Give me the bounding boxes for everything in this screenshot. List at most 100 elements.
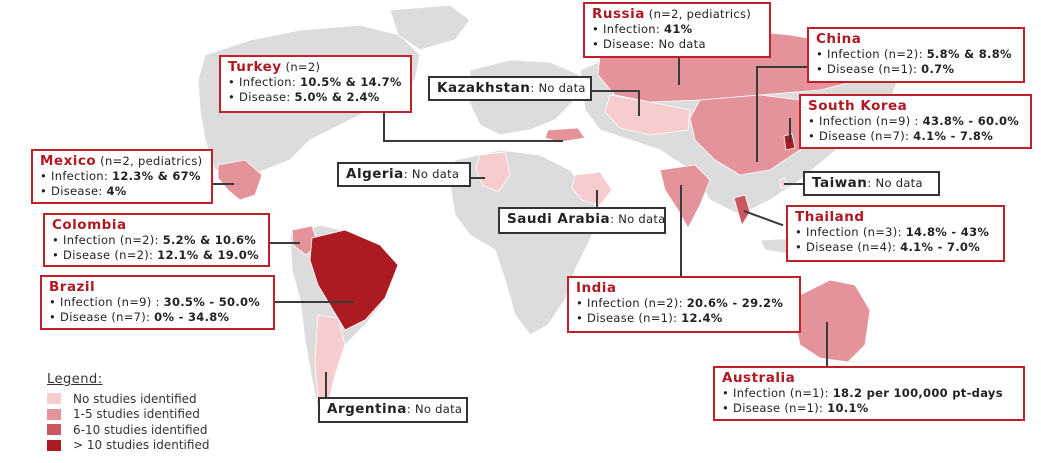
disease-label: • Disease (n=4): bbox=[795, 240, 901, 254]
india-region bbox=[659, 164, 711, 229]
disease-value: 0.7% bbox=[921, 62, 955, 76]
disease-label: • Disease (n=2): bbox=[52, 248, 158, 262]
infection-label: • Infection: bbox=[40, 169, 113, 183]
infection-value: 5.2% & 10.6% bbox=[162, 233, 257, 247]
no-data-label: : No data bbox=[406, 402, 463, 416]
country-name: China bbox=[816, 31, 862, 47]
connector-argentina bbox=[325, 372, 327, 398]
taiwan-callout: Taiwan: No data bbox=[803, 171, 940, 196]
disease-value: 5.0% & 2.4% bbox=[294, 90, 380, 104]
thailand-callout: Thailand • Infection (n=3): 14.8% - 43% … bbox=[786, 205, 1005, 262]
disease-value: 12.1% & 19.0% bbox=[157, 248, 259, 262]
connector-russia bbox=[678, 57, 680, 85]
legend-label: No studies identified bbox=[73, 391, 197, 406]
thailand-region bbox=[733, 194, 751, 226]
disease-value: 0% - 34.8% bbox=[154, 310, 230, 324]
disease-label: • Disease (n=1): bbox=[816, 62, 922, 76]
legend-title: Legend: bbox=[47, 372, 103, 387]
country-name: Argentina bbox=[327, 401, 407, 417]
country-name: South Korea bbox=[808, 98, 908, 114]
australia-callout: Australia • Infection (n=1): 18.2 per 10… bbox=[713, 366, 1025, 421]
country-name: Brazil bbox=[49, 279, 96, 295]
argentina-callout: Argentina: No data bbox=[318, 397, 468, 423]
disease-label: • Disease (n=7): bbox=[808, 129, 914, 143]
algeria-region bbox=[475, 151, 511, 193]
legend-label: 1-5 studies identified bbox=[73, 407, 200, 422]
study-meta: (n=2, pediatrics) bbox=[100, 154, 203, 168]
connector-brazil bbox=[274, 301, 354, 303]
infection-value: 41% bbox=[664, 22, 693, 36]
turkey-callout: Turkey (n=2) • Infection: 10.5% & 14.7% … bbox=[219, 55, 412, 113]
mexico-callout: Mexico (n=2, pediatrics) • Infection: 12… bbox=[31, 149, 213, 204]
africa-landmass bbox=[449, 149, 601, 336]
country-name: Colombia bbox=[52, 217, 127, 233]
brazil-region bbox=[309, 229, 399, 331]
connector-saudi bbox=[596, 190, 598, 208]
infection-label: • Infection: bbox=[228, 75, 301, 89]
india-callout: India • Infection (n=2): 20.6% - 29.2% •… bbox=[567, 276, 801, 333]
connector-india bbox=[680, 185, 682, 277]
legend-swatch bbox=[47, 439, 61, 451]
legend-swatch bbox=[47, 408, 61, 420]
legend-label: > 10 studies identified bbox=[73, 438, 210, 453]
china-callout: China • Infection (n=2): 5.8% & 8.8% • D… bbox=[807, 27, 1025, 83]
argentina-region bbox=[314, 314, 346, 406]
connector-algeria bbox=[470, 177, 485, 179]
country-name: Mexico bbox=[40, 153, 97, 169]
no-data-label: : No data bbox=[867, 176, 923, 190]
connector-kazakhstan bbox=[591, 90, 639, 92]
connector-turkey bbox=[383, 113, 385, 140]
saudi-arabia-callout: Saudi Arabia: No data bbox=[498, 207, 666, 234]
disease-label: • Disease (n=1): bbox=[722, 401, 828, 415]
disease-label: • Disease (n=1): bbox=[576, 311, 682, 325]
greenland-landmass bbox=[389, 4, 471, 51]
legend-item: 1-5 studies identified bbox=[47, 407, 209, 423]
no-data-label: : No data bbox=[610, 212, 666, 226]
infection-label: • Infection (n=3): bbox=[795, 225, 906, 239]
infection-value: 14.8% - 43% bbox=[905, 225, 990, 239]
disease-label: • Disease: No data bbox=[592, 37, 706, 51]
connector-kazakhstan-v bbox=[638, 90, 640, 116]
algeria-callout: Algeria: No data bbox=[337, 162, 471, 187]
infection-value: 18.2 per 100,000 pt-days bbox=[832, 386, 1003, 400]
disease-label: • Disease: bbox=[228, 90, 295, 104]
infection-value: 43.8% - 60.0% bbox=[922, 114, 1020, 128]
legend-label: 6-10 studies identified bbox=[73, 422, 208, 437]
infection-label: • Infection (n=9) : bbox=[49, 295, 164, 309]
infection-label: • Infection (n=2): bbox=[816, 47, 927, 61]
china-region bbox=[689, 94, 816, 176]
study-meta: (n=2, pediatrics) bbox=[648, 7, 752, 21]
connector-australia bbox=[826, 322, 828, 368]
country-name: Australia bbox=[722, 370, 796, 386]
colombia-callout: Colombia • Infection (n=2): 5.2% & 10.6%… bbox=[43, 213, 270, 267]
legend-item: > 10 studies identified bbox=[47, 438, 209, 454]
infection-value: 20.6% - 29.2% bbox=[686, 296, 784, 310]
connector-south-korea bbox=[789, 118, 791, 142]
country-name: Algeria bbox=[346, 166, 404, 182]
connector-taiwan bbox=[784, 183, 804, 185]
country-name: Taiwan bbox=[812, 175, 868, 191]
turkey-region bbox=[544, 127, 586, 143]
brazil-callout: Brazil • Infection (n=9) : 30.5% - 50.0%… bbox=[40, 275, 275, 330]
disease-value: 10.1% bbox=[827, 401, 869, 415]
disease-value: 4.1% - 7.0% bbox=[900, 240, 981, 254]
australia-region bbox=[794, 279, 871, 363]
legend-swatch bbox=[47, 424, 61, 436]
taiwan-region bbox=[779, 177, 787, 189]
infection-value: 5.8% & 8.8% bbox=[926, 47, 1012, 61]
russia-callout: Russia (n=2, pediatrics) • Infection: 41… bbox=[583, 2, 771, 58]
country-name: Turkey bbox=[228, 59, 282, 75]
map-legend: Legend: No studies identified 1-5 studie… bbox=[47, 372, 209, 453]
infection-label: • Infection: bbox=[592, 22, 665, 36]
country-name: Saudi Arabia bbox=[507, 211, 611, 227]
infection-label: • Infection (n=1): bbox=[722, 386, 833, 400]
infection-value: 30.5% - 50.0% bbox=[163, 295, 261, 309]
country-name: India bbox=[576, 280, 617, 296]
infection-label: • Infection (n=9) : bbox=[808, 114, 923, 128]
country-name: Kazakhstan bbox=[437, 80, 531, 96]
disease-value: 4.1% - 7.8% bbox=[913, 129, 994, 143]
infection-value: 12.3% & 67% bbox=[112, 169, 201, 183]
connector-colombia bbox=[270, 242, 300, 244]
disease-label: • Disease: bbox=[40, 184, 107, 198]
kazakhstan-callout: Kazakhstan: No data bbox=[428, 76, 592, 101]
